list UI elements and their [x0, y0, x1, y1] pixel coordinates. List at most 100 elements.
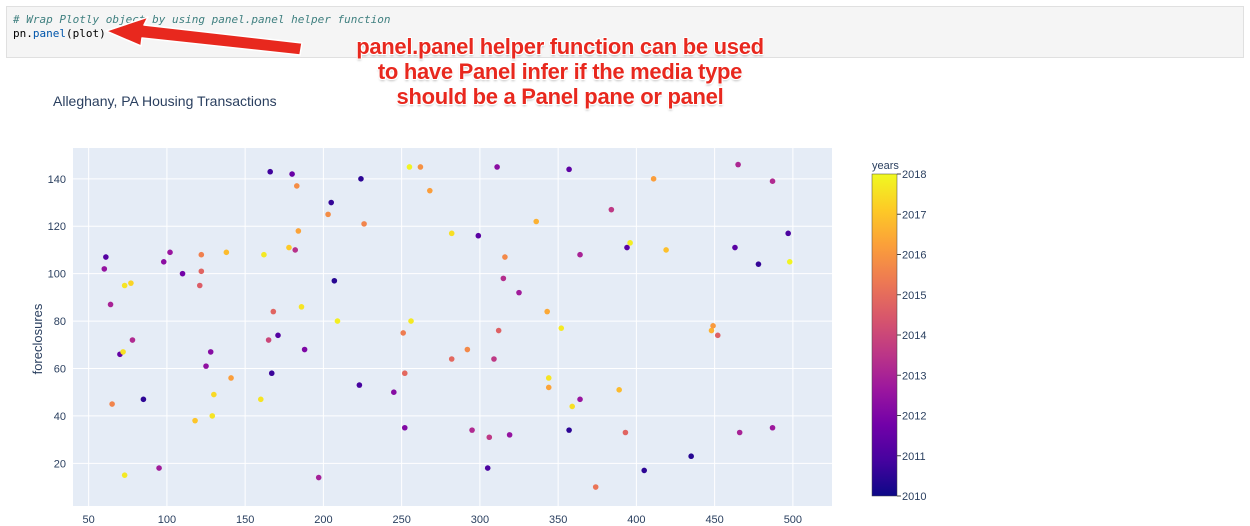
code-function: panel — [32, 27, 66, 40]
data-point — [328, 199, 335, 206]
data-point — [400, 330, 407, 336]
x-tick-label: 200 — [314, 514, 332, 526]
data-point — [448, 356, 455, 362]
data-point — [261, 251, 267, 258]
y-tick-label: 40 — [54, 411, 66, 423]
data-point — [624, 244, 630, 251]
data-point — [608, 206, 615, 213]
plot-area[interactable]: 50 100 150 200 250 300 350 400 450 500 20 40 60 80 100… — [48, 148, 832, 526]
data-point — [391, 389, 397, 395]
colorbar-tick-label: 2016 — [902, 250, 926, 262]
data-point — [755, 261, 762, 267]
data-point — [128, 280, 134, 286]
y-tick-label: 60 — [54, 363, 66, 375]
scatter-chart[interactable]: Alleghany, PA Housing Transactions 50 100… — [0, 60, 1250, 526]
data-point — [495, 327, 502, 334]
data-point — [516, 289, 522, 296]
code-argument: plot — [72, 27, 100, 40]
data-point — [198, 251, 205, 258]
annotation-text: panel.panel helper function can be used … — [300, 34, 820, 109]
data-point — [544, 308, 550, 315]
data-point — [301, 346, 308, 353]
data-point — [228, 375, 234, 381]
annotation-line-2: to have Panel infer if the media type — [377, 59, 743, 84]
data-point — [401, 424, 408, 431]
code-close-paren: ) — [99, 27, 106, 40]
x-tick-label: 250 — [392, 514, 410, 526]
colorbar-tick-label: 2015 — [902, 290, 926, 302]
data-point — [732, 244, 738, 251]
data-point — [545, 384, 552, 391]
data-point — [769, 424, 776, 431]
data-point — [140, 396, 147, 403]
data-point — [427, 187, 433, 194]
data-point — [292, 247, 299, 253]
colorbar-tick-label: 2010 — [902, 491, 926, 503]
data-point — [267, 168, 273, 175]
data-point — [558, 325, 565, 331]
data-point — [785, 230, 791, 237]
y-tick-label: 120 — [48, 221, 66, 233]
data-point — [120, 349, 126, 355]
arrow-icon — [105, 16, 303, 56]
data-point — [464, 346, 471, 353]
data-point — [592, 484, 599, 490]
x-tick-label: 50 — [83, 514, 95, 526]
data-point — [486, 434, 493, 441]
annotation-arrow — [105, 16, 303, 56]
data-point — [275, 332, 281, 339]
colorbar-tick-label: 2013 — [902, 370, 926, 382]
data-point — [196, 282, 203, 289]
data-point — [545, 375, 552, 381]
colorbar-tick-label: 2018 — [902, 169, 926, 181]
colorbar-bar — [871, 173, 898, 497]
x-tick-label: 350 — [549, 514, 567, 526]
annotation-line-1: panel.panel helper function can be used — [356, 34, 764, 59]
data-point — [616, 387, 622, 393]
colorbar-tick-label: 2017 — [902, 209, 926, 221]
data-point — [736, 429, 743, 436]
data-point — [334, 318, 341, 324]
data-point — [500, 275, 507, 282]
code-comment: # Wrap Plotly object by using panel.pane… — [13, 13, 391, 26]
data-point — [650, 176, 657, 182]
data-point — [192, 417, 198, 424]
data-point — [265, 337, 272, 343]
data-point — [502, 254, 508, 260]
data-point — [207, 349, 214, 355]
data-point — [103, 254, 109, 260]
data-point — [160, 259, 167, 265]
data-point — [268, 370, 275, 377]
data-point — [577, 396, 583, 403]
data-point — [356, 382, 363, 388]
data-point — [401, 370, 408, 377]
data-point — [533, 218, 540, 225]
data-point — [566, 427, 572, 433]
colorbar-tick-label: 2012 — [902, 411, 926, 423]
code-line: pn.panel(plot) — [13, 27, 1243, 41]
data-point — [408, 318, 414, 324]
y-tick-label: 100 — [48, 269, 66, 281]
data-point — [325, 211, 331, 218]
data-point — [710, 323, 716, 329]
x-tick-label: 450 — [705, 514, 723, 526]
data-point — [663, 247, 669, 253]
data-point — [129, 337, 136, 343]
data-point — [469, 427, 475, 433]
code-cell[interactable]: # Wrap Plotly object by using panel.pane… — [6, 6, 1244, 58]
data-point — [484, 465, 491, 471]
colorbar: years 2010 2011 2012 2013 2014 2015 2016 2017 201… — [871, 160, 926, 503]
data-point — [223, 249, 230, 256]
colorbar-title: years — [872, 160, 899, 172]
code-open-paren: ( — [66, 27, 73, 40]
data-point — [714, 332, 721, 339]
data-point — [627, 240, 633, 246]
data-point — [286, 244, 292, 251]
x-tick-label: 100 — [158, 514, 176, 526]
data-point — [494, 164, 500, 170]
data-point — [688, 453, 694, 460]
data-point — [406, 164, 413, 170]
data-point — [361, 221, 367, 227]
data-point — [506, 432, 513, 438]
annotation-line-3: should be a Panel pane or panel — [396, 84, 724, 109]
